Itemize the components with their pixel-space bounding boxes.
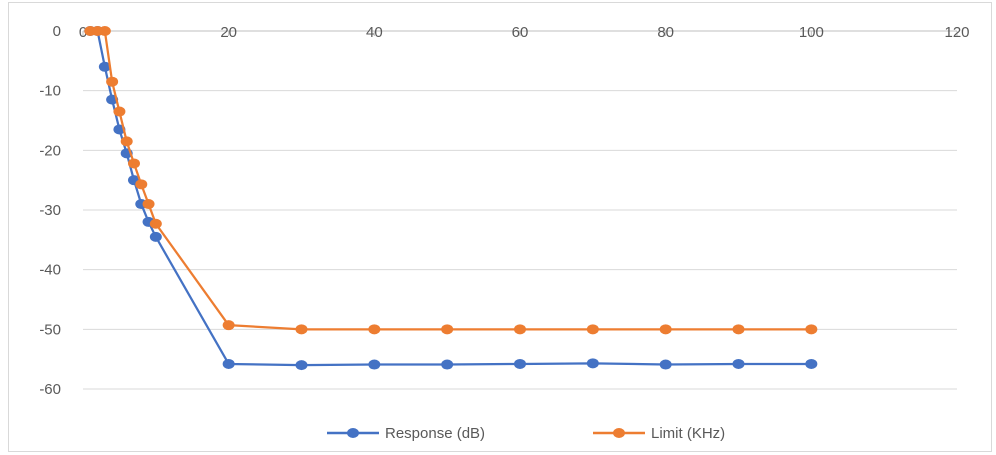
legend-item-1: Response (dB) xyxy=(327,425,485,442)
series-line xyxy=(90,29,812,331)
data-point xyxy=(441,359,454,370)
legend-item-2: Limit (KHz) xyxy=(593,425,725,442)
data-point xyxy=(805,324,818,335)
y-tick-label: -20 xyxy=(39,142,61,159)
data-point xyxy=(142,199,155,210)
legend-label: Limit (KHz) xyxy=(651,425,725,442)
x-tick-label: 120 xyxy=(944,24,969,41)
data-point xyxy=(222,358,235,369)
data-point xyxy=(368,359,381,370)
y-tick-label: -40 xyxy=(39,262,61,279)
data-point xyxy=(586,358,599,369)
series-line xyxy=(90,29,812,367)
data-point xyxy=(732,358,745,369)
data-point xyxy=(106,76,119,87)
x-tick-label: 0 xyxy=(79,24,87,41)
axes: 0 -10 -20 -30 -40 -50 -60 0 20 40 60 80 100 120 xyxy=(39,23,969,398)
y-tick-label: -30 xyxy=(39,202,61,219)
y-tick-label: 0 xyxy=(53,23,61,40)
x-tick-label: 80 xyxy=(657,24,674,41)
data-point xyxy=(441,324,454,335)
series-2 xyxy=(84,26,818,335)
data-point xyxy=(135,179,148,190)
legend: Response (dB) Limit (KHz) xyxy=(327,425,725,442)
x-tick-label: 100 xyxy=(799,24,824,41)
series-lines xyxy=(84,26,818,371)
legend-marker xyxy=(613,428,625,438)
data-point xyxy=(120,136,133,147)
gridlines xyxy=(83,90,957,390)
data-point xyxy=(98,61,111,72)
legend-label: Response (dB) xyxy=(385,425,485,442)
legend-marker xyxy=(347,428,359,438)
data-point xyxy=(586,324,599,335)
data-point xyxy=(659,324,672,335)
data-point xyxy=(368,324,381,335)
data-point xyxy=(149,231,162,242)
y-tick-label: -60 xyxy=(39,381,61,398)
data-point xyxy=(222,320,235,331)
data-point xyxy=(732,324,745,335)
data-point xyxy=(514,324,526,335)
x-tick-label: 60 xyxy=(512,24,529,41)
data-point xyxy=(295,360,308,371)
x-tick-label: 20 xyxy=(220,24,237,41)
data-point xyxy=(127,158,140,169)
data-point xyxy=(113,106,126,117)
y-tick-label: -50 xyxy=(39,321,61,338)
data-point xyxy=(295,324,308,335)
data-point xyxy=(805,358,818,369)
data-point xyxy=(98,26,111,36)
data-point xyxy=(659,359,672,370)
y-tick-label: -10 xyxy=(39,83,61,100)
data-point xyxy=(514,358,526,369)
x-tick-label: 40 xyxy=(366,24,383,41)
data-point xyxy=(149,218,162,229)
chart-area: 0 -10 -20 -30 -40 -50 -60 0 20 40 60 80 100 120 Respo… xyxy=(8,2,992,452)
series-1 xyxy=(84,26,818,371)
line-chart: 0 -10 -20 -30 -40 -50 -60 0 20 40 60 80 100 120 Respo… xyxy=(39,23,969,442)
